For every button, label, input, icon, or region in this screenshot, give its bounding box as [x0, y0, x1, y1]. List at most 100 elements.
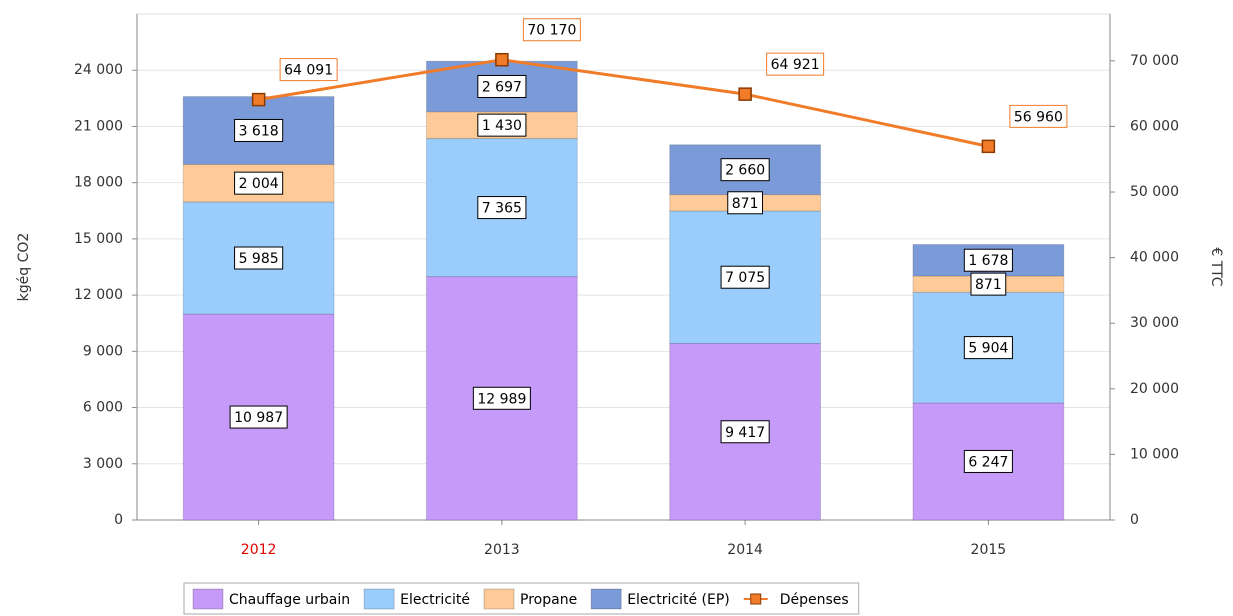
data-label-text: 5 904: [968, 341, 1008, 357]
x-tick-label: 2015: [971, 542, 1007, 558]
legend-label: Chauffage urbain: [229, 592, 350, 608]
legend-label: Propane: [520, 592, 577, 608]
legend-label: Dépenses: [780, 592, 849, 608]
data-label-box: [477, 113, 527, 137]
y2-axis-title: € TTC: [1208, 247, 1224, 286]
x-tick-label: 2012: [241, 542, 277, 558]
y-axis-title: kgéq CO2: [16, 233, 32, 302]
line: [258, 58, 989, 148]
data-label-box: [229, 405, 288, 429]
data-label-box: [970, 272, 1007, 296]
data-label-box: [279, 58, 338, 82]
data-label: 5 904: [963, 336, 1013, 360]
y-tick-label: 15 000: [74, 231, 123, 247]
data-label-text: 70 170: [527, 23, 576, 39]
legend-label: Electricité: [400, 592, 470, 608]
y-tick-label: 24 000: [74, 62, 123, 78]
data-label-text: 6 247: [968, 454, 1008, 470]
y2-tick-label: 50 000: [1130, 184, 1179, 200]
data-label-text: 2 660: [725, 163, 765, 179]
data-label: 70 170: [522, 18, 581, 42]
data-label: 6 247: [963, 449, 1013, 473]
data-label: 871: [970, 272, 1007, 296]
data-label-box: [234, 171, 284, 195]
data-label: 1 678: [963, 248, 1013, 272]
y-tick-label: 9 000: [83, 343, 123, 359]
data-label: 2 660: [720, 158, 770, 182]
legend-swatch: [483, 588, 515, 610]
data-label-box: [477, 74, 527, 98]
data-label: 3 618: [234, 118, 284, 142]
y2-tick-label: 60 000: [1130, 118, 1179, 134]
data-label: 2 004: [234, 171, 284, 195]
data-label-box: [234, 118, 284, 142]
y-tick-label: 12 000: [74, 287, 123, 303]
legend-label: Electricité (EP): [627, 592, 730, 608]
data-label-box: [963, 248, 1013, 272]
data-label-text: 12 989: [477, 391, 526, 407]
data-label: 1 430: [477, 113, 527, 137]
y-tick-label: 0: [114, 512, 123, 528]
y2-tick-label: 40 000: [1130, 250, 1179, 266]
data-label: 56 960: [1009, 104, 1068, 128]
y2-tick-label: 30 000: [1130, 315, 1179, 331]
data-label-text: 2 004: [239, 176, 279, 192]
line-marker: [738, 87, 752, 101]
y-tick-label: 21 000: [74, 118, 123, 134]
data-label: 64 921: [766, 52, 825, 76]
y2-tick-label: 0: [1130, 512, 1139, 528]
line-marker: [495, 52, 509, 67]
data-label: 7 075: [720, 265, 770, 289]
line-marker: [251, 92, 266, 107]
data-label-text: 871: [732, 196, 759, 212]
data-label-box: [766, 52, 825, 76]
legend-swatch: [750, 593, 762, 605]
data-label: 5 985: [234, 246, 284, 270]
y2-tick-label: 20 000: [1130, 381, 1179, 397]
data-label-box: [522, 18, 581, 42]
y-tick-label: 3 000: [83, 456, 123, 472]
legend-swatch: [590, 588, 622, 610]
data-label-text: 9 417: [725, 425, 765, 441]
data-label-text: 5 985: [239, 251, 279, 267]
bar-segment: [182, 96, 335, 165]
data-label-text: 1 430: [482, 118, 522, 134]
y2-tick-label: 70 000: [1130, 53, 1179, 69]
data-label-box: [727, 191, 763, 215]
data-label: 10 987: [229, 405, 288, 429]
data-label-box: [720, 158, 770, 182]
data-label: 871: [727, 191, 763, 215]
y-tick-label: 6 000: [83, 400, 123, 416]
data-label-text: 7 075: [725, 270, 765, 286]
data-label-text: 3 618: [239, 123, 279, 139]
data-label-box: [963, 336, 1013, 360]
data-label: 2 697: [477, 74, 527, 98]
data-label-text: 10 987: [234, 410, 283, 426]
data-label-text: 2 697: [482, 79, 522, 95]
data-label-text: 64 091: [284, 63, 333, 79]
data-label-box: [963, 449, 1013, 473]
y2-tick-label: 10 000: [1130, 446, 1179, 462]
data-label-box: [234, 246, 284, 270]
x-tick-label: 2014: [727, 542, 763, 558]
legend-swatch: [363, 588, 395, 610]
legend: Chauffage urbain Electricité Propane Electr…: [183, 582, 860, 615]
x-tick-label: 2013: [484, 542, 520, 558]
data-label-text: 64 921: [771, 57, 820, 73]
data-label: 64 091: [279, 58, 338, 82]
line-marker: [981, 139, 996, 154]
data-label-text: 871: [975, 277, 1002, 293]
data-label-box: [720, 420, 770, 444]
data-label: 12 989: [472, 386, 531, 410]
data-label-box: [477, 196, 527, 220]
data-label-text: 7 365: [482, 201, 522, 217]
data-label: 9 417: [720, 420, 770, 444]
data-label-box: [1009, 104, 1068, 128]
data-label-text: 56 960: [1014, 109, 1063, 125]
data-label-text: 1 678: [968, 253, 1008, 269]
data-label: 7 365: [477, 196, 527, 220]
data-label-box: [720, 265, 770, 289]
data-label-box: [472, 386, 531, 410]
y-tick-label: 18 000: [74, 175, 123, 191]
